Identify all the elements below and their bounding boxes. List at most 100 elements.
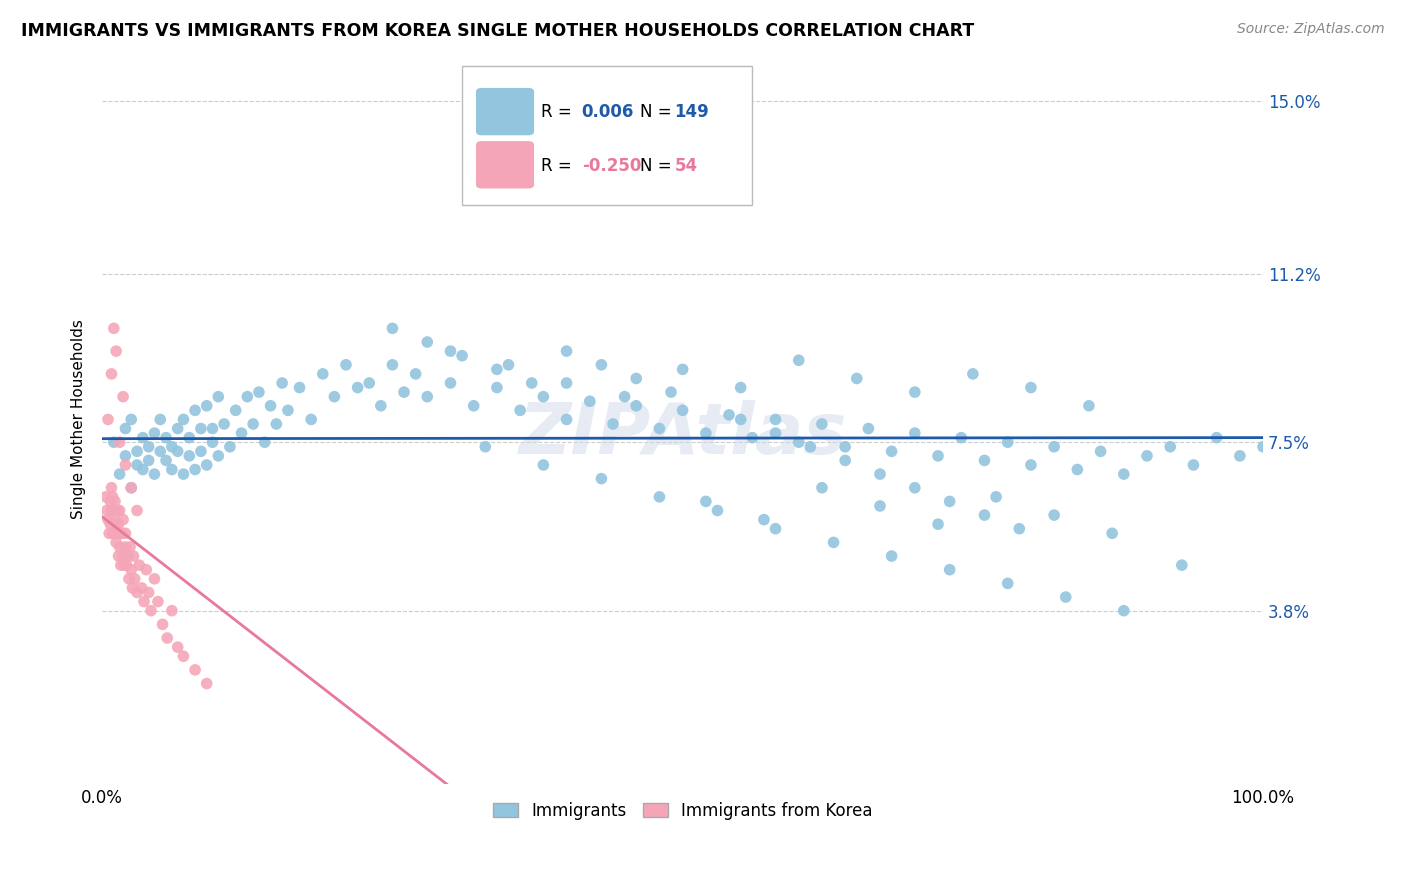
Point: [190, 421, 212, 435]
Point: [108, 467, 131, 481]
Point: [370, 399, 392, 413]
Point: [904, 426, 927, 441]
Point: [108, 540, 131, 554]
Point: [115, 558, 138, 573]
Point: [114, 540, 136, 554]
Point: [672, 362, 695, 376]
Point: [207, 390, 229, 404]
Point: [463, 399, 485, 413]
Point: [1101, 526, 1123, 541]
Text: -0.250: -0.250: [582, 157, 641, 175]
Point: [984, 490, 1007, 504]
Point: [531, 390, 554, 404]
Point: [1019, 380, 1042, 394]
Point: [1182, 458, 1205, 472]
Point: [132, 462, 155, 476]
Point: [845, 371, 868, 385]
Point: [869, 467, 891, 481]
Point: [149, 444, 172, 458]
Point: [648, 421, 671, 435]
Point: [752, 513, 775, 527]
Point: [103, 435, 125, 450]
Point: [219, 440, 242, 454]
Point: [118, 572, 141, 586]
Point: [485, 362, 508, 376]
Point: [927, 449, 949, 463]
Point: [359, 376, 381, 390]
Point: [100, 367, 122, 381]
Point: [125, 585, 148, 599]
Point: [277, 403, 299, 417]
Point: [114, 526, 136, 541]
Point: [266, 417, 288, 431]
Point: [100, 503, 122, 517]
Text: N =: N =: [640, 157, 671, 175]
Point: [1136, 449, 1159, 463]
Point: [834, 453, 856, 467]
Point: [231, 426, 253, 441]
Point: [672, 403, 695, 417]
Point: [811, 417, 834, 431]
Point: [97, 412, 120, 426]
Point: [117, 549, 139, 563]
Point: [160, 440, 183, 454]
Point: [184, 462, 207, 476]
Point: [114, 449, 136, 463]
Point: [811, 481, 834, 495]
Point: [146, 594, 169, 608]
Point: [184, 663, 207, 677]
Point: [128, 558, 150, 573]
Point: [131, 581, 153, 595]
Point: [381, 358, 404, 372]
Text: N =: N =: [640, 103, 671, 121]
Point: [190, 444, 212, 458]
Point: [259, 399, 281, 413]
Point: [823, 535, 845, 549]
Point: [973, 508, 995, 522]
Point: [787, 435, 810, 450]
Point: [103, 513, 125, 527]
Point: [718, 408, 741, 422]
Point: [520, 376, 543, 390]
Point: [591, 472, 613, 486]
Point: [405, 367, 427, 381]
Point: [138, 453, 160, 467]
Point: [904, 481, 927, 495]
Text: IMMIGRANTS VS IMMIGRANTS FROM KOREA SINGLE MOTHER HOUSEHOLDS CORRELATION CHART: IMMIGRANTS VS IMMIGRANTS FROM KOREA SING…: [21, 22, 974, 40]
Point: [98, 517, 121, 532]
Point: [1251, 440, 1274, 454]
Point: [143, 572, 166, 586]
Point: [1090, 444, 1112, 458]
Point: [124, 572, 146, 586]
Point: [195, 676, 218, 690]
Text: ZIPAtlas: ZIPAtlas: [519, 400, 846, 468]
Point: [120, 481, 142, 495]
Text: R =: R =: [541, 103, 576, 121]
Point: [111, 526, 134, 541]
Point: [110, 526, 132, 541]
Point: [207, 449, 229, 463]
Point: [509, 403, 531, 417]
Point: [103, 321, 125, 335]
Point: [201, 435, 224, 450]
Point: [96, 503, 118, 517]
Point: [143, 426, 166, 441]
Point: [101, 526, 124, 541]
Point: [927, 517, 949, 532]
Point: [105, 526, 128, 541]
Text: 54: 54: [675, 157, 697, 175]
Point: [346, 380, 368, 394]
FancyBboxPatch shape: [463, 66, 752, 204]
Point: [152, 617, 174, 632]
Point: [107, 549, 129, 563]
Point: [179, 449, 201, 463]
Point: [1205, 431, 1227, 445]
Point: [112, 513, 135, 527]
Point: [834, 440, 856, 454]
Point: [439, 376, 461, 390]
Point: [121, 581, 143, 595]
FancyBboxPatch shape: [477, 141, 534, 188]
Point: [108, 503, 131, 517]
Point: [578, 394, 600, 409]
Point: [485, 380, 508, 394]
